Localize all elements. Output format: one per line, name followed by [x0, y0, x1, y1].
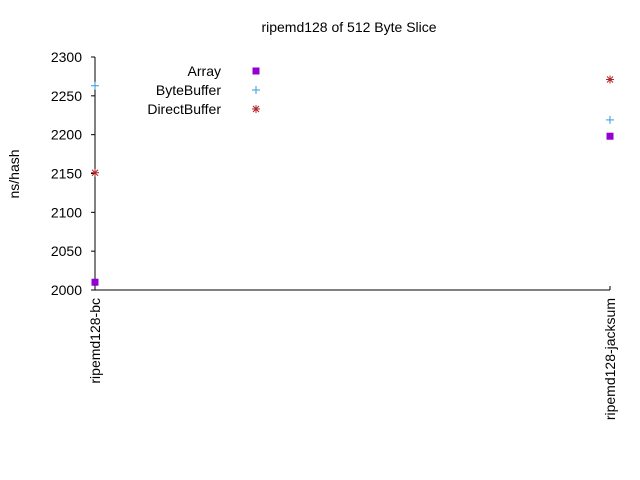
point-directbuffer [91, 168, 99, 177]
y-axis-label: ns/hash [6, 149, 22, 198]
point-directbuffer-d2 [91, 169, 99, 177]
legend-label: Array [188, 63, 221, 79]
y-tick-label: 2050 [51, 243, 82, 259]
point-array [91, 278, 99, 286]
y-tick-label: 2300 [51, 49, 82, 65]
y-tick-label: 2150 [51, 166, 82, 182]
legend-marker-directbuffer [252, 105, 260, 113]
x-tick-label: ripemd128-bc [87, 298, 103, 384]
legend: Array ByteBuffer DirectBuffer [147, 63, 260, 117]
x-ticks: ripemd128-bc ripemd128-jacksum [87, 286, 618, 420]
legend-marker-directbuffer-d2 [252, 105, 260, 113]
point-directbuffer-d2 [606, 76, 614, 83]
y-tick-label: 2000 [51, 282, 82, 298]
legend-label: DirectBuffer [147, 101, 221, 117]
point-bytebuffer [91, 81, 99, 90]
y-tick-label: 2250 [51, 88, 82, 104]
y-ticks: 2000 2050 2100 2150 2200 2250 2300 [51, 49, 95, 298]
data-points [91, 75, 614, 286]
legend-marker-array [252, 67, 260, 75]
point-directbuffer [606, 75, 614, 84]
point-array [606, 132, 614, 140]
point-bytebuffer [606, 115, 614, 124]
chart-title: ripemd128 of 512 Byte Slice [261, 19, 436, 35]
y-tick-label: 2100 [51, 204, 82, 220]
y-tick-label: 2200 [51, 127, 82, 143]
legend-marker-bytebuffer [252, 86, 260, 94]
legend-label: ByteBuffer [156, 82, 221, 98]
x-tick-label: ripemd128-jacksum [602, 298, 618, 420]
